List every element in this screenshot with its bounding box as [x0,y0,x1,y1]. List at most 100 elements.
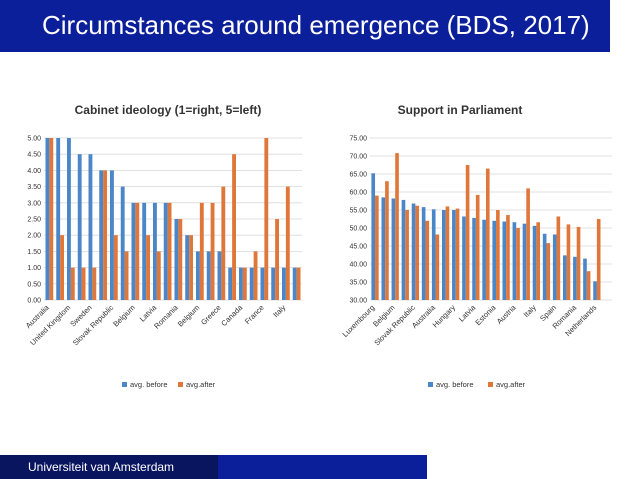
bar-before [502,221,507,300]
bar-after [242,267,247,300]
bar-before [421,207,426,300]
bar-after [285,186,290,300]
bar-after [210,202,215,300]
bar-after [81,267,86,300]
page-title: Circumstances around emergence (BDS, 201… [42,10,590,40]
bar-after [124,251,129,300]
bar-after [435,234,440,300]
bar-before [292,267,297,300]
bar-after [92,267,97,300]
bar-before [583,258,587,300]
x-category-label: Austria [495,302,518,325]
bar-before [45,138,50,300]
bar-after [425,220,430,300]
y-tick-label: 1.00 [27,265,41,272]
legend-label: avg.after [186,380,216,389]
bar-before [522,223,527,300]
y-tick-label: 40.00 [349,262,367,269]
y-tick-label: 50.00 [349,226,367,233]
bar-after [516,228,520,300]
title-bar [0,0,610,52]
y-tick-label: 35.00 [349,280,367,287]
x-category-label: Hungary [431,303,458,330]
bar-after [586,271,591,300]
bar-before [185,235,190,300]
y-tick-label: 75.00 [349,136,367,143]
cabinet-ideology-chart: Cabinet ideology (1=right, 5=left) 0.00 0.… [24,103,302,389]
bar-before [163,202,168,300]
legend-swatch [488,382,493,387]
bar-after [167,202,172,300]
bar-before [492,220,497,300]
x-category-label: Greece [199,303,223,327]
bar-before [110,170,114,300]
y-tick-label: 70.00 [349,154,367,161]
legend-swatch [178,382,183,387]
bar-after [221,186,226,300]
x-category-label: Estonia [473,302,498,327]
bar-before [120,186,125,300]
legend-swatch [122,382,127,387]
bar-before [552,234,557,300]
y-tick-label: 4.00 [27,168,41,175]
y-tick-label: 45.00 [349,244,367,251]
bar-after [135,202,140,300]
bar-before [431,209,436,300]
bar-before [532,225,537,300]
bar-after [566,224,571,300]
bar-after [199,202,204,300]
bar-after [375,195,379,300]
bar-after [296,267,301,300]
x-category-label: Italy [522,303,538,319]
bar-before [77,154,82,300]
x-category-label: Romania [152,302,180,330]
y-tick-label: 5.00 [27,136,41,143]
bar-before [452,210,456,300]
y-tick-label: 3.00 [27,200,41,207]
bar-before [228,267,233,300]
bar-before [371,173,376,300]
bar-before [88,154,93,300]
bar-after [465,165,470,300]
bar-before [462,216,466,300]
bar-before [391,198,396,300]
bar-before [472,217,476,300]
bar-after [405,210,409,300]
bar-before [142,202,147,300]
y-tick-label: 65.00 [349,172,367,179]
bar-after [576,226,581,300]
bar-before [206,251,211,300]
footer-institution: Universiteit van Amsterdam [28,460,175,474]
bar-after [189,235,193,300]
bar-before [174,219,179,300]
legend-label: avg.after [496,380,526,389]
bar-after [455,208,460,300]
bar-before [542,233,547,300]
legend-swatch [428,382,433,387]
bar-after [415,205,420,300]
bar-before [271,267,276,300]
bar-before [196,251,200,300]
x-category-label: Canada [219,302,245,328]
bar-before [401,199,406,300]
bar-before [249,267,254,300]
bar-after [232,154,236,300]
bar-before [99,170,104,300]
chart-title: Cabinet ideology (1=right, 5=left) [75,103,262,117]
footer-institution-box [0,455,218,479]
bar-before [573,256,577,300]
y-tick-label: 2.50 [27,217,41,224]
bar-before [67,138,71,300]
bar-after [103,170,107,300]
y-tick-label: 4.50 [27,152,41,159]
bar-before [381,197,386,300]
bar-after [475,194,480,300]
bar-after [113,235,118,300]
bar-after [60,235,64,300]
bar-after [395,153,399,300]
legend-label: avg. before [436,380,474,389]
bar-after [536,222,541,300]
bar-after [156,251,161,300]
bar-before [131,202,136,300]
bar-before [512,222,517,300]
